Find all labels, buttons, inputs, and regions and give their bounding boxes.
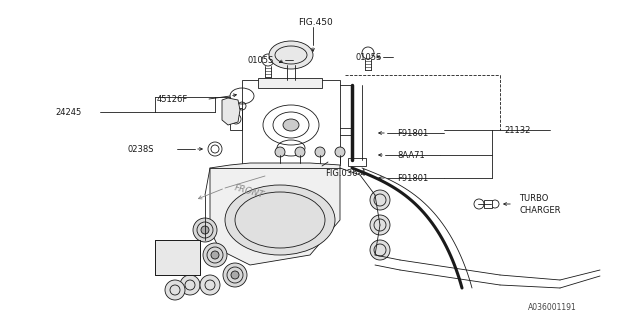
Circle shape	[370, 190, 390, 210]
Circle shape	[370, 240, 390, 260]
Bar	[348, 158, 366, 166]
Ellipse shape	[269, 41, 313, 69]
Text: F91801: F91801	[397, 173, 428, 182]
Text: 0105S: 0105S	[248, 55, 275, 65]
Ellipse shape	[225, 185, 335, 255]
Circle shape	[317, 165, 323, 171]
Ellipse shape	[283, 119, 299, 131]
Circle shape	[211, 251, 219, 259]
Polygon shape	[222, 98, 240, 125]
Text: 8AA71: 8AA71	[397, 150, 425, 159]
Circle shape	[200, 275, 220, 295]
Text: CHARGER: CHARGER	[519, 205, 561, 214]
Text: 45126F: 45126F	[157, 94, 188, 103]
Circle shape	[315, 147, 325, 157]
Polygon shape	[210, 163, 340, 265]
Circle shape	[203, 243, 227, 267]
Text: 21132: 21132	[504, 125, 531, 134]
Text: TURBO: TURBO	[519, 194, 548, 203]
Circle shape	[275, 147, 285, 157]
Bar	[484, 200, 492, 208]
Circle shape	[223, 263, 247, 287]
Polygon shape	[258, 78, 322, 88]
Text: A036001191: A036001191	[528, 303, 577, 313]
Text: FIG.450: FIG.450	[298, 18, 333, 27]
Circle shape	[231, 271, 239, 279]
Text: F91801: F91801	[397, 129, 428, 138]
Text: 0238S: 0238S	[127, 145, 154, 154]
Circle shape	[165, 255, 185, 275]
Polygon shape	[155, 240, 200, 275]
Text: 24245: 24245	[55, 108, 81, 116]
Circle shape	[201, 226, 209, 234]
Circle shape	[193, 218, 217, 242]
Circle shape	[370, 215, 390, 235]
Text: FIG.036-4: FIG.036-4	[325, 169, 365, 178]
Text: 0105S: 0105S	[355, 52, 381, 61]
Circle shape	[180, 275, 200, 295]
Circle shape	[335, 147, 345, 157]
Text: FRONT: FRONT	[233, 184, 265, 200]
Circle shape	[165, 280, 185, 300]
Circle shape	[295, 147, 305, 157]
